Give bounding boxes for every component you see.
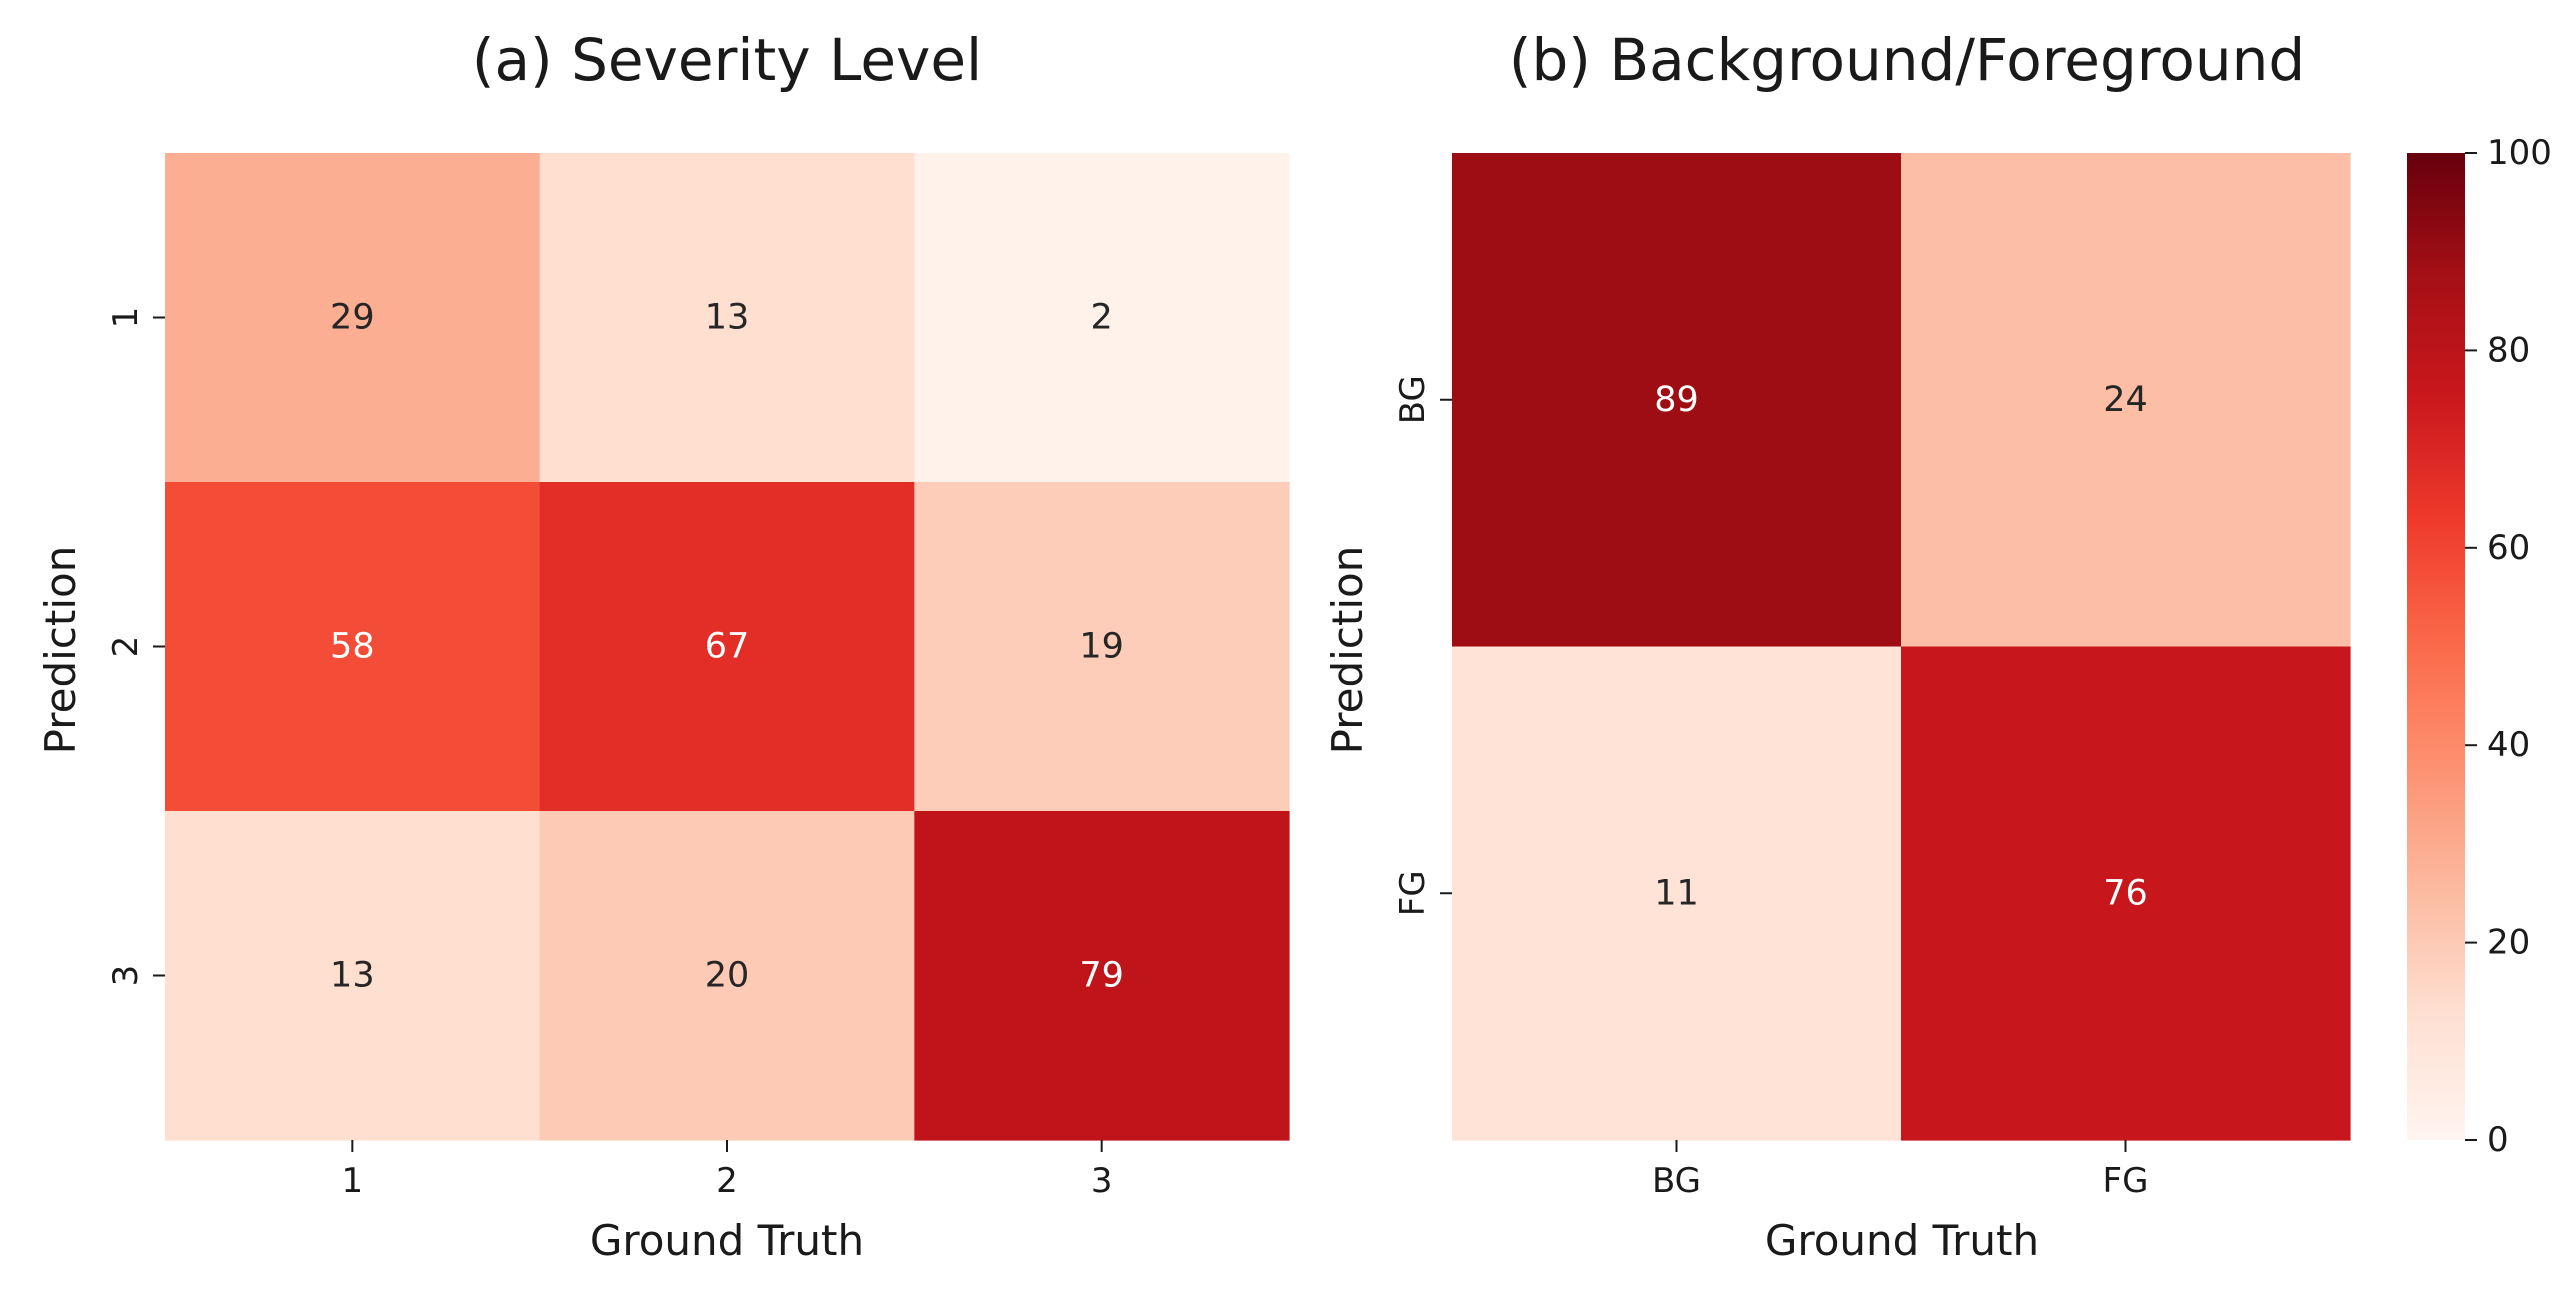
heatmap-b-cell-label-r2-c1: 11 [1654,873,1699,913]
heatmap-a-x-tick-label: 2 [716,1161,738,1201]
heatmap-a-cell-r1-c3 [914,153,1290,483]
heatmap-b-y-tick-label: BG [1393,375,1433,424]
heatmap-a-x-ticks: 1 2 3 [342,1140,1113,1201]
colorbar-tick-label: 0 [2487,1120,2509,1160]
heatmap-a-y-axis-label: Prediction [36,546,85,755]
colorbar-gradient [2407,153,2465,1140]
heatmap-b-cells: 89 24 11 76 [1452,153,2351,1141]
heatmap-a-cell-r2-c2 [539,482,915,812]
heatmap-a-cell-label-r1-c3: 2 [1091,298,1113,338]
heatmap-a-cell-label-r2-c1: 58 [330,627,375,667]
heatmap-a-cell-label-r1-c2: 13 [705,298,750,338]
heatmap-a-cell-r1-c2 [539,153,915,483]
heatmap-a-cell-r1-c1 [165,153,541,483]
colorbar: 0 20 40 60 80 100 [2407,133,2552,1160]
heatmap-a-cell-r2-c3 [914,482,1290,812]
heatmap-b-cell-r2-c1 [1452,646,1902,1141]
heatmap-a-cells: 29 13 2 58 67 19 13 20 79 [165,153,1290,1141]
heatmap-b-y-ticks: BG FG [1393,375,1452,916]
heatmap-a-cell-r2-c1 [165,482,541,812]
heatmap-b-x-ticks: BG FG [1652,1140,2148,1201]
heatmap-b-cell-r2-c2 [1901,646,2351,1141]
heatmap-a-y-tick-label: 1 [106,307,146,329]
heatmap-b-cell-label-r2-c2: 76 [2103,873,2148,913]
heatmap-a-cell-r3-c3 [914,811,1290,1141]
heatmap-b-cell-r1-c2 [1901,153,2351,648]
heatmap-a-cell-label-r3-c3: 79 [1079,956,1124,996]
heatmap-b-title: (b) Background/Foreground [1509,26,2305,94]
colorbar-ticks: 0 20 40 60 80 100 [2465,133,2552,1160]
heatmap-a-cell-r3-c1 [165,811,541,1141]
heatmap-a-y-tick-label: 2 [106,636,146,658]
heatmap-a-y-ticks: 1 2 3 [106,307,165,987]
heatmap-b-y-axis-label: Prediction [1323,546,1372,755]
heatmap-a-cell-r3-c2 [539,811,915,1141]
heatmap-b-cell-r1-c1 [1452,153,1902,648]
heatmap-a-y-tick-label: 3 [106,965,146,987]
heatmap-a-x-tick-label: 1 [342,1161,364,1201]
heatmap-b-cell-label-r1-c2: 24 [2103,380,2148,420]
heatmap-a-x-tick-label: 3 [1091,1161,1113,1201]
heatmap-b-x-axis-label: Ground Truth [1765,1216,2039,1265]
heatmap-a-cell-label-r2-c3: 19 [1079,627,1124,667]
colorbar-tick-label: 100 [2487,133,2552,173]
heatmap-a-x-axis-label: Ground Truth [590,1216,864,1265]
heatmap-a-cell-label-r1-c1: 29 [330,298,375,338]
heatmap-b-x-tick-label: FG [2103,1161,2149,1201]
heatmap-a-cell-label-r3-c1: 13 [330,956,375,996]
colorbar-tick-label: 60 [2487,528,2530,568]
heatmap-a-cell-label-r2-c2: 67 [705,627,750,667]
heatmap-b-y-tick-label: FG [1393,870,1433,916]
colorbar-tick-label: 80 [2487,330,2530,370]
colorbar-tick-label: 20 [2487,923,2530,963]
heatmap-b-x-tick-label: BG [1652,1161,1701,1201]
heatmap-a-title: (a) Severity Level [472,26,982,94]
heatmap-b-cell-label-r1-c1: 89 [1654,380,1699,420]
heatmap-a-cell-label-r3-c2: 20 [705,956,750,996]
colorbar-tick-label: 40 [2487,725,2530,765]
